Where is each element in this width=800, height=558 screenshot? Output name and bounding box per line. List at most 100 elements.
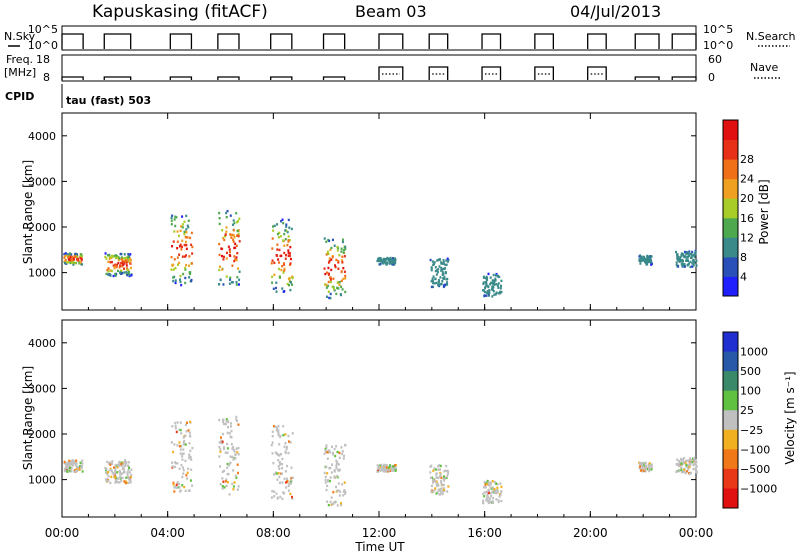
scatter-cell [114, 274, 117, 277]
scatter-cell [222, 446, 225, 449]
scatter-cell [122, 263, 125, 266]
scatter-cell [226, 451, 229, 454]
scatter-cell [429, 471, 432, 474]
scatter-cell [67, 464, 70, 468]
scatter-cell [218, 265, 221, 268]
scatter-cell [640, 469, 643, 472]
scatter-cell [344, 274, 347, 278]
scatter-cell [187, 489, 190, 492]
scatter-cell [222, 236, 225, 240]
scatter-cell [329, 451, 332, 454]
scatter-cell [693, 255, 696, 258]
scatter-cell [289, 281, 292, 284]
scatter-cell [325, 450, 328, 454]
scatter-cell [120, 462, 123, 466]
scatter-cell [287, 484, 290, 488]
scatter-cell [233, 235, 236, 239]
scatter-cell [278, 231, 281, 235]
scatter-cell [105, 478, 108, 481]
scatter-cell [648, 468, 651, 471]
scatter-cell [289, 492, 292, 496]
scatter-cell [287, 218, 290, 222]
scatter-cell [494, 293, 497, 296]
scatter-cell [285, 447, 288, 451]
scatter-cell [329, 500, 332, 504]
scatter-cell [678, 469, 681, 473]
scatter-cell [181, 215, 184, 218]
scatter-cell [326, 450, 329, 454]
scatter-cell [485, 284, 488, 287]
scatter-cell [67, 253, 70, 256]
scatter-cell [121, 467, 124, 470]
scatter-cell [119, 475, 122, 479]
scatter-cell [277, 429, 280, 432]
scatter-cell [233, 221, 236, 225]
scatter-cell [218, 441, 221, 444]
scatter-cell [442, 490, 445, 493]
scatter-cell [121, 260, 124, 263]
xaxis-label: Time UT [354, 540, 405, 554]
scatter-cell [689, 471, 692, 475]
scatter-cell [271, 441, 274, 444]
scatter-cell [176, 240, 179, 243]
scatter-cell [383, 260, 386, 264]
scatter-cell [681, 262, 684, 265]
scatter-cell [340, 247, 343, 250]
scatter-cell [182, 436, 185, 439]
scatter-cell [236, 229, 239, 233]
scatter-cell [497, 286, 500, 289]
scatter-cell [289, 479, 292, 482]
velocity-ylabel: Slant Range [km] [21, 366, 35, 470]
scatter-cell [641, 259, 644, 262]
scatter-cell [277, 459, 280, 462]
colorbar-swatch [723, 429, 738, 450]
scatter-cell [446, 281, 449, 284]
scatter-cell [276, 254, 279, 258]
scatter-cell [440, 261, 443, 264]
scatter-cell [336, 245, 339, 249]
scatter-cell [229, 214, 232, 217]
scatter-cell [282, 424, 285, 428]
scatter-cell [182, 272, 185, 276]
scatter-cell [107, 475, 110, 478]
scatter-cell [127, 253, 130, 256]
scatter-cell [385, 463, 388, 467]
scatter-cell [70, 258, 73, 262]
scatter-cell [434, 269, 437, 273]
scatter-cell [231, 233, 234, 237]
scatter-cell [445, 476, 448, 480]
scatter-cell [109, 481, 112, 485]
scatter-cell [389, 257, 392, 261]
scatter-cell [231, 264, 234, 267]
velocity-y-axis: 1000 2000 3000 4000 [28, 337, 696, 487]
scatter-cell [390, 260, 393, 263]
scatter-cell [113, 472, 116, 475]
scatter-cell [337, 463, 340, 466]
scatter-cell [678, 259, 681, 263]
scatter-cell [286, 230, 289, 234]
scatter-cell [114, 463, 117, 467]
scatter-cell [384, 467, 387, 471]
scatter-cell [179, 278, 182, 281]
scatter-cell [65, 253, 68, 256]
scatter-cell [394, 257, 397, 260]
scatter-cell [229, 278, 232, 281]
scatter-cell [286, 477, 289, 480]
scatter-cell [104, 466, 107, 470]
scatter-cell [394, 260, 397, 264]
scatter-cell [278, 475, 281, 479]
scatter-cell [338, 451, 341, 455]
x-tick-label: 00:00 [679, 526, 714, 540]
scatter-cell [188, 442, 191, 445]
scatter-cell [186, 477, 189, 480]
scatter-cell [640, 256, 643, 259]
scatter-cell [644, 462, 647, 465]
scatter-cell [445, 475, 448, 478]
scatter-cell [280, 452, 283, 456]
scatter-cell [279, 434, 282, 438]
scatter-cell [181, 226, 184, 229]
scatter-cell [179, 280, 182, 284]
scatter-cell [429, 476, 432, 479]
scatter-cell [237, 232, 240, 236]
scatter-cell [171, 465, 174, 468]
